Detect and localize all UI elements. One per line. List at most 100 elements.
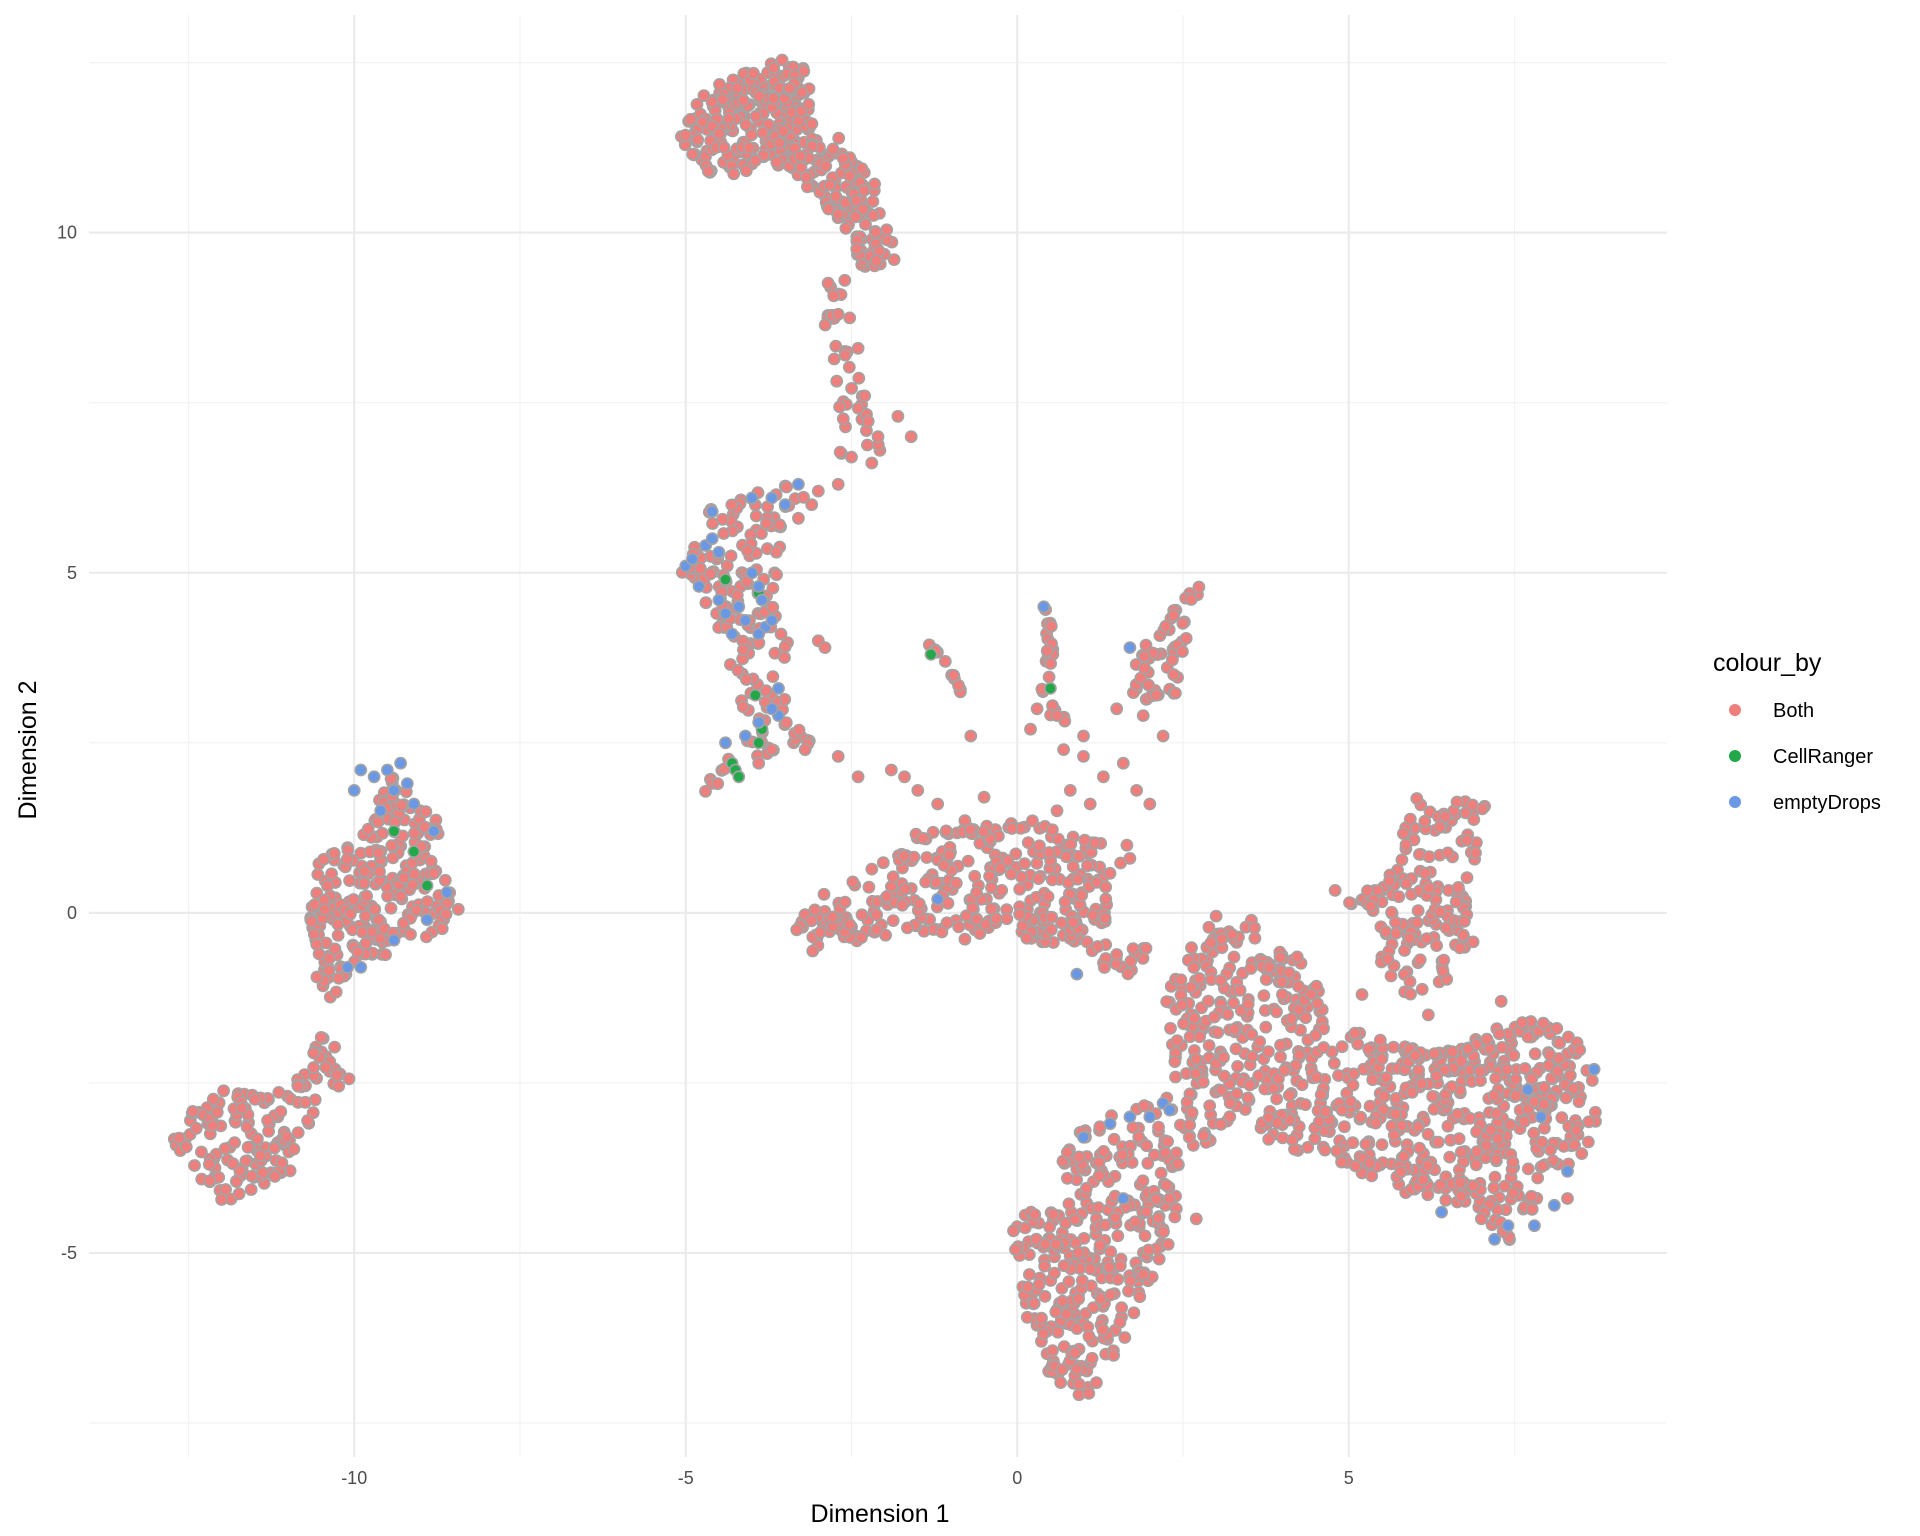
point-both (1078, 833, 1092, 847)
point-both (1133, 1290, 1147, 1304)
point-both (1282, 966, 1296, 980)
point-both (186, 1105, 200, 1118)
point-both (385, 839, 399, 852)
point-both (1189, 1052, 1203, 1066)
point-both (1082, 1329, 1096, 1343)
point-both (1055, 1363, 1069, 1376)
point-both (1058, 895, 1072, 909)
point-both (1032, 1277, 1046, 1291)
point-both (1492, 1027, 1506, 1041)
point-both (407, 867, 421, 881)
point-both (774, 627, 788, 641)
point-both (1292, 979, 1305, 993)
point-both (232, 1187, 246, 1201)
point-both (1092, 1169, 1106, 1183)
point-both (1363, 1156, 1377, 1170)
point-both (376, 827, 389, 840)
point-both (805, 914, 818, 928)
point-both (725, 498, 739, 512)
point-both (1156, 729, 1170, 743)
point-emptydrops (745, 491, 759, 505)
point-both (1550, 1022, 1564, 1035)
point-both (1412, 1063, 1425, 1077)
point-emptydrops (400, 777, 414, 790)
point-both (1167, 668, 1181, 682)
point-both (1248, 931, 1262, 945)
point-both (1434, 1178, 1447, 1192)
point-both (1463, 1111, 1477, 1125)
point-both (397, 916, 410, 930)
point-cellranger (387, 824, 401, 838)
point-both (1480, 1032, 1494, 1046)
point-both (1138, 1229, 1152, 1243)
point-both (711, 777, 725, 791)
point-emptydrops (1143, 1110, 1157, 1124)
point-both (756, 126, 770, 140)
point-both (831, 307, 845, 321)
point-both (1422, 850, 1436, 864)
point-both (1111, 1229, 1125, 1243)
point-both (1051, 832, 1065, 846)
point-cellranger (924, 648, 938, 661)
point-both (826, 142, 840, 156)
point-both (327, 847, 341, 860)
point-both (1319, 1105, 1332, 1119)
point-both (1084, 1262, 1097, 1276)
point-both (858, 389, 872, 403)
point-both (1428, 1047, 1441, 1061)
point-both (1262, 1045, 1275, 1059)
point-both (1171, 1157, 1185, 1171)
point-both (1183, 1131, 1196, 1144)
point-both (1049, 1237, 1063, 1251)
point-both (846, 875, 860, 889)
point-both (749, 154, 762, 167)
point-both (686, 147, 700, 161)
point-both (1007, 1224, 1020, 1238)
point-both (206, 1092, 220, 1106)
point-both (1154, 1166, 1168, 1180)
point-both (699, 785, 712, 798)
point-both (777, 124, 790, 138)
point-both (731, 663, 745, 677)
point-both (1460, 871, 1474, 885)
point-both (1160, 1179, 1173, 1192)
point-both (1466, 935, 1480, 949)
point-both (1099, 880, 1113, 894)
point-both (1132, 1130, 1146, 1144)
point-emptydrops (1123, 641, 1137, 654)
point-both (1301, 1141, 1315, 1154)
point-both (766, 581, 780, 595)
point-both (1015, 870, 1029, 884)
point-both (1071, 872, 1085, 886)
point-emptydrops (387, 784, 401, 797)
point-emptydrops (1561, 1164, 1574, 1178)
point-emptydrops (752, 716, 766, 729)
point-both (898, 882, 912, 896)
point-both (778, 640, 792, 653)
point-both (1030, 702, 1044, 716)
point-both (1389, 1092, 1403, 1105)
point-both (679, 128, 692, 142)
point-both (1215, 1084, 1228, 1097)
point-both (831, 477, 845, 491)
point-both (958, 932, 972, 946)
point-both (1420, 932, 1434, 945)
point-both (1137, 1099, 1151, 1113)
point-both (891, 409, 905, 423)
point-both (1395, 853, 1409, 867)
point-both (1506, 1155, 1520, 1169)
point-both (1204, 936, 1218, 950)
point-both (1161, 1135, 1174, 1148)
point-both (800, 170, 813, 184)
point-both (961, 854, 975, 868)
point-both (794, 149, 807, 163)
point-both (1489, 1153, 1503, 1166)
point-both (1421, 1008, 1435, 1022)
point-both (717, 140, 731, 154)
point-both (1351, 1037, 1365, 1051)
point-both (1314, 1088, 1328, 1101)
point-both (325, 867, 338, 881)
point-both (1379, 1071, 1393, 1084)
point-both (218, 1142, 232, 1155)
point-both (351, 945, 365, 959)
